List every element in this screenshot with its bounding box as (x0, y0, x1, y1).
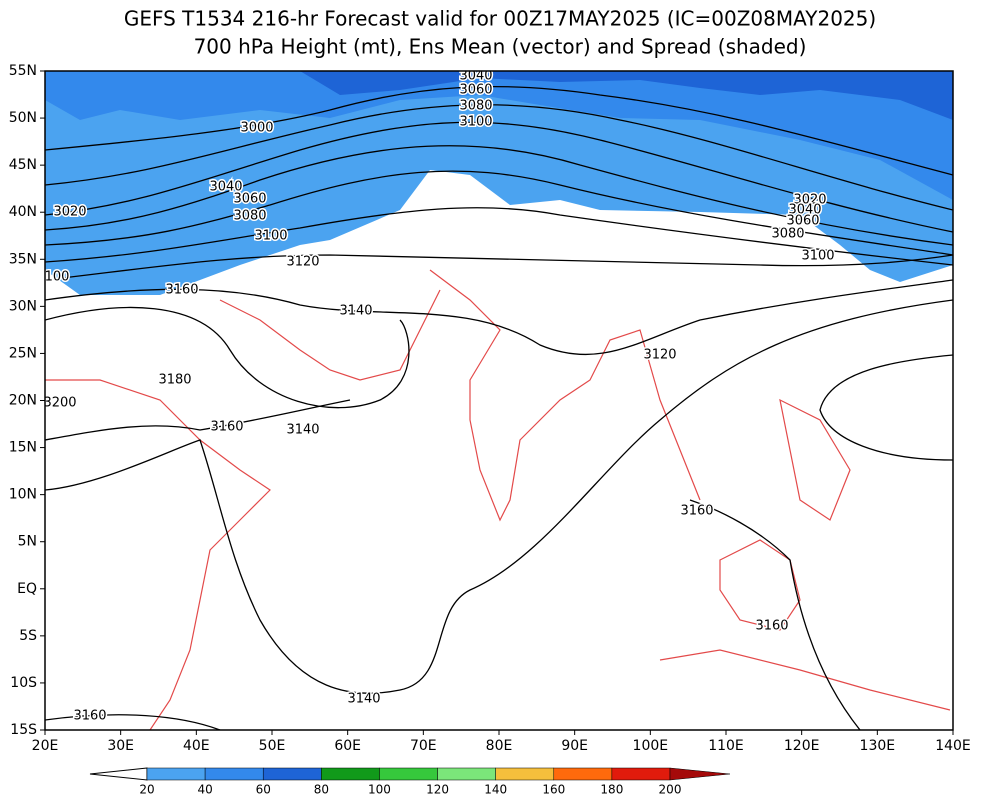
contour-label: 3000 (240, 121, 273, 136)
lat-label: 45N (9, 157, 37, 173)
lon-label: 120E (784, 738, 820, 754)
contour-label: 3020 (793, 193, 826, 208)
colorbar-segment (146, 767, 206, 781)
contour-label: 3160 (165, 283, 198, 298)
lon-label: 110E (708, 738, 744, 754)
lat-label: 5N (18, 534, 37, 550)
colorbar-label: 160 (542, 783, 565, 797)
lon-label: 70E (410, 738, 437, 754)
contour-label: 3160 (210, 420, 243, 435)
lon-label: 130E (860, 738, 896, 754)
lon-label: 50E (259, 738, 286, 754)
lon-label: 40E (183, 738, 210, 754)
lon-label: 140E (935, 738, 971, 754)
contour-label: 3100 (254, 229, 287, 244)
contour-label: 3080 (459, 99, 492, 114)
contour-label: 100 (45, 270, 70, 285)
contour-label: 3100 (459, 115, 492, 130)
colorbar-segment (204, 767, 264, 781)
contour-label: 3120 (643, 348, 676, 363)
colorbar-high-triangle (669, 767, 731, 781)
contour-label: 3040 (209, 180, 242, 195)
spread-shading (45, 71, 953, 295)
lat-label: 40N (9, 204, 37, 220)
coastlines (45, 269, 951, 730)
contour-label: 3160 (680, 504, 713, 519)
contour-label: 3060 (233, 192, 266, 207)
spread-shading-dark (45, 71, 953, 200)
contour-label: 3180 (158, 373, 191, 388)
lon-label: 80E (486, 738, 513, 754)
colorbar-segment (321, 767, 380, 781)
colorbar-segment (437, 767, 496, 781)
colorbar-segment (611, 767, 671, 781)
colorbar-label: 100 (368, 783, 391, 797)
lat-label: 35N (9, 251, 37, 267)
colorbar-segment (553, 767, 613, 781)
contour-label: 3140 (339, 304, 372, 319)
contour-label: 3140 (286, 423, 319, 438)
colorbar-label: 180 (600, 783, 623, 797)
contour-label: 3160 (73, 709, 106, 724)
lat-label: 25N (9, 345, 37, 361)
colorbar-label: 40 (197, 783, 212, 797)
contour-label: 3200 (43, 396, 76, 411)
contour-label: 3080 (233, 209, 266, 224)
lat-label: 15S (10, 722, 37, 738)
contour-label: 3020 (53, 205, 86, 220)
colorbar-label: 20 (139, 783, 154, 797)
lat-label: 20N (9, 393, 37, 409)
contour-label: 3060 (786, 214, 819, 229)
colorbar-segment (495, 767, 555, 781)
lon-label: 90E (561, 738, 588, 754)
colorbar-low-triangle (89, 767, 148, 781)
contour-label: 3060 (459, 83, 492, 98)
contour-label: 3140 (347, 692, 380, 707)
lon-label: 60E (334, 738, 361, 754)
contour-label: 3100 (801, 249, 834, 264)
contour-label: 3080 (771, 227, 804, 242)
contour-label: 3040 (459, 69, 492, 84)
lat-label: 5S (19, 628, 37, 644)
lat-label: 15N (9, 440, 37, 456)
lat-label: 10S (10, 675, 37, 691)
subtitle: 700 hPa Height (mt), Ens Mean (vector) a… (194, 35, 807, 59)
contours (45, 85, 953, 730)
contour-label: 3120 (286, 255, 319, 270)
colorbar-label: 200 (659, 783, 682, 797)
title: GEFS T1534 216-hr Forecast valid for 00Z… (124, 7, 876, 31)
colorbar-segment (262, 767, 322, 781)
lat-label: 50N (9, 110, 37, 126)
lat-label: EQ (17, 581, 37, 597)
lat-label: 10N (9, 487, 37, 503)
map-area: 3040306030803100300030403060308030203100… (43, 69, 953, 730)
lat-label: 55N (9, 63, 37, 79)
lat-label: 30N (9, 298, 37, 314)
colorbar-label: 140 (484, 783, 507, 797)
lon-label: 100E (633, 738, 669, 754)
colorbar-label: 80 (314, 783, 329, 797)
lon-label: 30E (107, 738, 134, 754)
colorbar-label: 60 (256, 783, 271, 797)
colorbar-segment (379, 767, 438, 781)
colorbar-label: 120 (426, 783, 449, 797)
contour-label: 3160 (755, 619, 788, 634)
spread-shading-darker (300, 71, 953, 120)
lon-label: 20E (32, 738, 59, 754)
contour-label: 3040 (788, 203, 821, 218)
